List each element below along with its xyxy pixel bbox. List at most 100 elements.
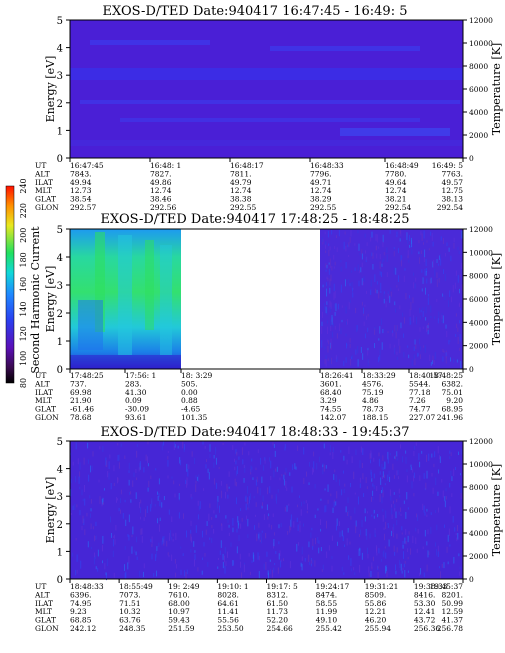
speckle-mark bbox=[120, 443, 122, 447]
speckle-mark bbox=[437, 446, 439, 454]
speckle-mark bbox=[379, 326, 381, 334]
speckle-mark bbox=[211, 517, 213, 520]
orbit-value: 12.74 bbox=[385, 186, 407, 195]
speckle-mark bbox=[371, 231, 373, 238]
speckle-mark bbox=[422, 546, 424, 550]
speckle-mark bbox=[72, 461, 74, 466]
speckle-mark bbox=[379, 261, 381, 269]
speckle-mark bbox=[89, 495, 91, 499]
speckle-mark bbox=[379, 348, 381, 355]
speckle-mark bbox=[106, 460, 108, 468]
speckle-mark bbox=[278, 541, 280, 545]
speckle-mark bbox=[101, 498, 103, 505]
speckle-mark bbox=[447, 534, 449, 542]
energy-tick-label: 1 bbox=[57, 337, 63, 348]
speckle-mark bbox=[116, 477, 118, 484]
orbit-row-label: GLON bbox=[35, 624, 59, 633]
speckle-mark bbox=[355, 349, 357, 355]
speckle-mark bbox=[371, 562, 373, 569]
speckle-mark bbox=[381, 475, 383, 480]
speckle-mark bbox=[426, 454, 428, 462]
speckle-mark bbox=[174, 558, 176, 564]
speckle-mark bbox=[333, 283, 335, 291]
orbit-value: 242.12 bbox=[70, 624, 96, 633]
orbit-value: 254.66 bbox=[267, 624, 293, 633]
speckle-mark bbox=[74, 503, 76, 511]
speckle-mark bbox=[327, 277, 329, 282]
speckle-mark bbox=[257, 486, 259, 494]
speckle-mark bbox=[310, 532, 312, 538]
speckle-mark bbox=[423, 473, 425, 479]
speckle-mark bbox=[274, 532, 276, 536]
speckle-mark bbox=[413, 354, 415, 360]
panel-3: EXOS-D/TED Date:940417 18:48:33 - 19:45:… bbox=[34, 425, 503, 633]
speckle-mark bbox=[344, 231, 346, 235]
speckle-mark bbox=[403, 333, 405, 338]
speckle-mark bbox=[321, 569, 323, 572]
speckle-mark bbox=[381, 342, 383, 350]
speckle-mark bbox=[147, 487, 149, 492]
speckle-mark bbox=[154, 504, 156, 507]
speckle-mark bbox=[431, 453, 433, 458]
speckle-mark bbox=[418, 453, 420, 461]
speckle-mark bbox=[334, 312, 336, 316]
speckle-mark bbox=[340, 450, 342, 453]
speckle-mark bbox=[350, 358, 352, 366]
speckle-mark bbox=[400, 260, 402, 267]
speckle-mark bbox=[151, 536, 153, 544]
orbit-value: 0.88 bbox=[181, 396, 198, 405]
speckle-mark bbox=[218, 466, 220, 469]
speckle-mark bbox=[168, 555, 170, 558]
speckle-mark bbox=[136, 450, 138, 458]
speckle-mark bbox=[359, 547, 361, 551]
speckle-mark bbox=[372, 556, 374, 562]
speckle-mark bbox=[141, 536, 143, 543]
speckle-mark bbox=[396, 498, 398, 503]
speckle-mark bbox=[378, 338, 380, 341]
speckle-mark bbox=[382, 471, 384, 478]
speckle-mark bbox=[346, 319, 348, 325]
speckle-mark bbox=[394, 301, 396, 306]
speckle-mark bbox=[348, 242, 350, 247]
speckle-mark bbox=[336, 333, 338, 339]
speckle-mark bbox=[384, 461, 386, 470]
speckle-mark bbox=[401, 456, 403, 463]
speckle-mark bbox=[406, 475, 408, 483]
orbit-value: 43.72 bbox=[414, 616, 436, 625]
speckle-mark bbox=[274, 450, 276, 457]
orbit-value: 3.29 bbox=[320, 396, 337, 405]
speckle-mark bbox=[175, 572, 177, 578]
speckle-mark bbox=[359, 483, 361, 488]
speckle-mark bbox=[140, 516, 142, 520]
speckle-mark bbox=[435, 549, 437, 556]
speckle-mark bbox=[382, 489, 384, 493]
speckle-mark bbox=[456, 537, 458, 542]
speckle-mark bbox=[384, 565, 386, 574]
speckle-mark bbox=[446, 352, 448, 355]
speckle-mark bbox=[332, 451, 334, 460]
speckle-mark bbox=[364, 304, 366, 307]
speckle-mark bbox=[351, 281, 353, 288]
speckle-mark bbox=[445, 496, 447, 500]
speckle-mark bbox=[391, 530, 393, 537]
speckle-mark bbox=[347, 279, 349, 284]
speckle-mark bbox=[406, 492, 408, 500]
panel-3-orbit-table: UTALTILATMLTGLATGLON18:48:336396.74.959.… bbox=[34, 579, 464, 633]
speckle-mark bbox=[329, 452, 331, 456]
speckle-mark bbox=[127, 533, 129, 537]
speckle-mark bbox=[322, 564, 324, 571]
speckle-mark bbox=[416, 548, 418, 553]
orbit-value: 7610. bbox=[168, 590, 189, 599]
speckle-mark bbox=[373, 473, 375, 479]
orbit-value: 12.74 bbox=[310, 186, 332, 195]
speckle-mark bbox=[205, 529, 207, 535]
speckle-mark bbox=[321, 237, 323, 243]
speckle-mark bbox=[238, 456, 240, 460]
speckle-mark bbox=[379, 271, 381, 276]
speckle-mark bbox=[228, 471, 230, 477]
speckle-mark bbox=[406, 548, 408, 553]
speckle-mark bbox=[113, 535, 115, 539]
speckle-mark bbox=[201, 557, 203, 560]
